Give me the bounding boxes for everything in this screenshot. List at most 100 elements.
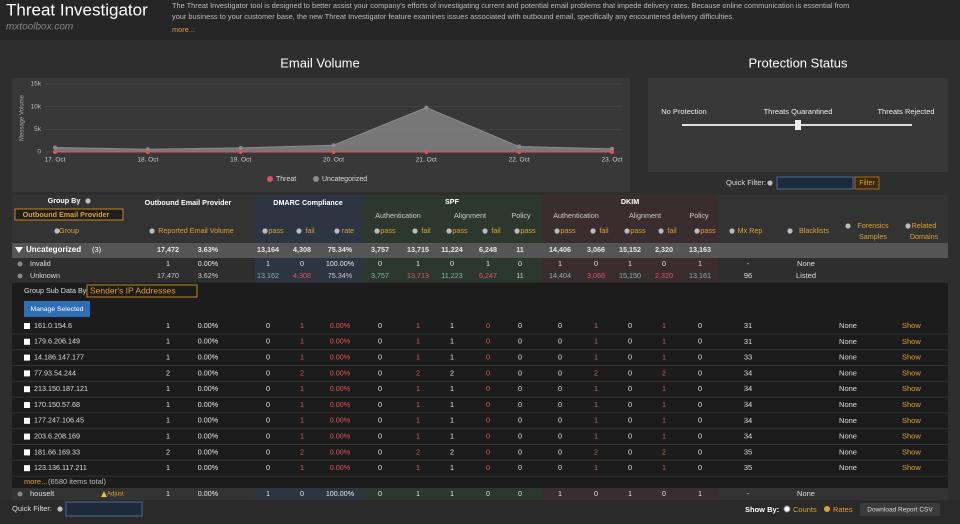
collapse-icon [15, 247, 23, 253]
filter-button-label[interactable]: Filter [859, 180, 875, 187]
checkbox[interactable] [24, 323, 30, 329]
cell: 1 [662, 353, 666, 362]
filter-input[interactable] [776, 176, 854, 190]
cell: 0.00% [198, 432, 219, 441]
cell: 1 [558, 259, 562, 268]
checkbox[interactable] [24, 338, 30, 345]
adjust-link[interactable]: Adjust [107, 492, 124, 498]
group-label[interactable]: Invalid [30, 259, 51, 268]
info-icon [149, 228, 155, 234]
cell: 0 [558, 337, 562, 346]
show-link[interactable]: Show [902, 353, 921, 362]
chart-title: Email Volume [280, 55, 359, 70]
checkbox[interactable] [24, 433, 30, 440]
download-label[interactable]: Download Report CSV [867, 507, 933, 514]
group-label[interactable]: houselt [30, 489, 55, 498]
more-link[interactable]: more... [24, 477, 47, 486]
cell: 0 [266, 353, 270, 362]
cell: None [797, 489, 815, 498]
cell: 1 [300, 432, 304, 441]
level-label: Threats Rejected [877, 107, 934, 116]
checkbox[interactable] [24, 386, 30, 393]
group-select[interactable] [14, 208, 124, 221]
show-link[interactable]: Show [902, 337, 921, 346]
cell: 0 [378, 368, 382, 377]
ip: 177.247.106.45 [34, 416, 84, 425]
cell: 0 [698, 463, 702, 472]
checkbox[interactable] [24, 354, 30, 361]
cell: 0 [628, 368, 632, 377]
radio-label[interactable]: Rates [833, 505, 853, 514]
cell: 13,162 [257, 271, 279, 280]
show-link[interactable]: Show [902, 368, 921, 377]
header: fail [491, 226, 501, 235]
x-tick-label: 18. Oct [137, 157, 158, 164]
cell: 0 [628, 337, 632, 346]
slider-handle[interactable] [795, 120, 801, 130]
group-label[interactable]: Uncategorized [26, 245, 81, 254]
checkbox[interactable] [24, 370, 30, 377]
show-link[interactable]: Show [902, 447, 921, 456]
cell: 0 [558, 384, 562, 393]
cell: None [839, 463, 857, 472]
cell: 1 [166, 259, 170, 268]
show-link[interactable]: Show [902, 384, 921, 393]
cell: 0 [698, 384, 702, 393]
checkbox[interactable] [24, 417, 30, 424]
show-link[interactable]: Show [902, 416, 921, 425]
ip: 213.150.187.121 [34, 384, 88, 393]
cell: 0 [300, 259, 304, 268]
ip: 179.6.206.149 [34, 337, 80, 346]
checkbox[interactable] [24, 449, 30, 456]
cell: 0.00% [330, 463, 351, 472]
cell: 13,161 [689, 271, 711, 280]
checkbox[interactable] [24, 465, 30, 472]
cell: None [839, 384, 857, 393]
cell: 33 [744, 353, 752, 362]
select-value[interactable]: Sender's IP Addresses [90, 285, 176, 295]
point [424, 105, 429, 110]
legend-label[interactable]: Threat [276, 176, 296, 183]
cell: 11,223 [441, 271, 462, 280]
cell: 0 [698, 432, 702, 441]
point [331, 143, 336, 148]
dkim-tint [542, 258, 718, 270]
cell: 0 [594, 489, 598, 498]
cell: 0 [698, 337, 702, 346]
summary-row [12, 243, 948, 258]
section-title: Protection Status [749, 55, 848, 70]
radio[interactable] [783, 505, 791, 513]
cell: 0.00% [198, 368, 219, 377]
show-link[interactable]: Show [902, 432, 921, 441]
more-link[interactable]: more... [172, 25, 195, 34]
spf-tint [362, 195, 542, 243]
show-link[interactable]: Show [902, 321, 921, 330]
show-link[interactable]: Show [902, 463, 921, 472]
show-link[interactable]: Show [902, 400, 921, 409]
group-label[interactable]: Unknown [30, 271, 60, 280]
manage-button[interactable] [24, 301, 90, 317]
x-tick-label: 23. Oct [602, 157, 623, 164]
filter-button[interactable] [854, 176, 880, 190]
filter-input[interactable] [65, 501, 143, 517]
select-value[interactable]: Outbound Email Provider [23, 210, 110, 219]
cell: 1 [594, 416, 598, 425]
row-icon [17, 491, 23, 497]
point [424, 150, 429, 154]
header: SPF [445, 197, 460, 206]
cell: 6,247 [479, 271, 497, 280]
cell: 2 [416, 447, 420, 456]
sub-select[interactable] [86, 284, 198, 298]
cell: 2 [166, 368, 170, 377]
cell: 0 [486, 321, 490, 330]
checkbox[interactable] [24, 402, 30, 408]
cell: 11 [516, 245, 524, 254]
cell: 1 [416, 259, 420, 268]
legend-label[interactable]: Uncategorized [322, 176, 367, 183]
download-button[interactable] [860, 503, 940, 516]
button-label[interactable]: Manage Selected [31, 306, 84, 313]
y-tick-label: 0 [37, 149, 41, 156]
radio-label[interactable]: Counts [793, 505, 817, 514]
radio[interactable] [824, 506, 830, 512]
cell: 0.00% [330, 432, 351, 441]
